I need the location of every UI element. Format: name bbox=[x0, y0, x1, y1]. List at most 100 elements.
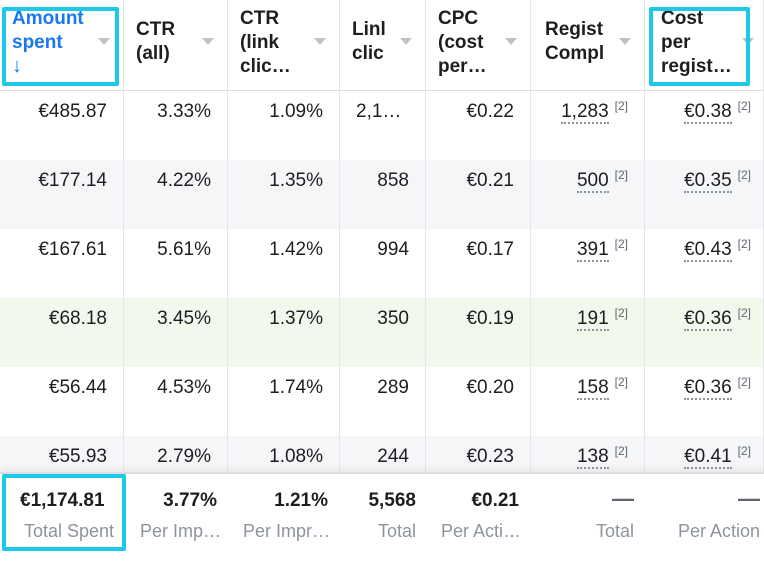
total-cpc-label: Per Acti… bbox=[441, 521, 522, 541]
link-clicks-cell: 2,1… bbox=[356, 101, 402, 122]
total-registrations-label: Total bbox=[595, 521, 634, 541]
table-header bbox=[0, 0, 764, 91]
column-header-amount-spent[interactable]: Amount spent ↓ bbox=[0, 0, 124, 91]
amount-cell: €68.18 bbox=[48, 308, 107, 329]
amount-cell: €167.61 bbox=[38, 239, 107, 260]
registrations-cell[interactable]: 391 [2] bbox=[576, 237, 628, 262]
column-header-link-clicks[interactable]: Linl clic bbox=[340, 0, 426, 91]
registrations-value[interactable]: 138 bbox=[576, 446, 609, 469]
footnote-marker: [2] bbox=[737, 444, 751, 458]
amount-cell: €56.44 bbox=[48, 377, 107, 398]
column-cpc: CPC (cost per… €0.22 €0.21 €0.17 €0.19 €… bbox=[426, 0, 531, 565]
total-link-clicks-value: 5,568 bbox=[368, 490, 416, 511]
total-registrations-value: — bbox=[612, 486, 634, 511]
column-header-cpc[interactable]: CPC (cost per… bbox=[426, 0, 531, 91]
column-link-clicks: Linl clic 2,1… 858 994 350 289 244 bbox=[340, 0, 426, 565]
ctr-all-cell: 3.33% bbox=[157, 101, 211, 122]
total-amount-value: €1,174.81 bbox=[20, 490, 105, 511]
ctr-link-cell: 1.08% bbox=[269, 446, 323, 467]
registrations-value[interactable]: 158 bbox=[576, 377, 609, 400]
link-clicks-cell: 350 bbox=[377, 308, 409, 329]
header-label: CTR (link clic… bbox=[240, 8, 291, 77]
ctr-link-cell: 1.74% bbox=[269, 377, 323, 398]
cost-per-reg-value[interactable]: €0.35 bbox=[684, 170, 732, 193]
cost-per-reg-value[interactable]: €0.38 bbox=[684, 101, 732, 124]
cost-per-reg-value[interactable]: €0.36 bbox=[684, 308, 732, 331]
table-row-bg bbox=[0, 298, 764, 367]
cpc-cell: €0.23 bbox=[466, 446, 514, 467]
registrations-value[interactable]: 191 bbox=[576, 308, 609, 331]
amount-cell: €55.93 bbox=[48, 446, 107, 467]
header-label: Amount spent bbox=[12, 8, 84, 53]
registrations-cell[interactable]: 158 [2] bbox=[576, 375, 628, 400]
total-ctr-link-value: 1.21% bbox=[274, 490, 328, 511]
total-cpc-value: €0.21 bbox=[471, 490, 519, 511]
cpc-cell: €0.22 bbox=[466, 101, 514, 122]
chevron-down-icon[interactable] bbox=[400, 38, 412, 45]
cost-per-reg-cell[interactable]: €0.36 [2] bbox=[684, 375, 751, 400]
chevron-down-icon[interactable] bbox=[314, 38, 326, 45]
cost-per-reg-cell[interactable]: €0.41 [2] bbox=[684, 444, 751, 469]
footnote-marker: [2] bbox=[614, 306, 628, 320]
chevron-down-icon[interactable] bbox=[742, 38, 754, 45]
header-label: CPC (cost per… bbox=[438, 8, 487, 77]
column-header-registrations[interactable]: Regist Compl bbox=[531, 0, 645, 91]
column-header-ctr-all[interactable]: CTR (all) bbox=[124, 0, 228, 91]
footnote-marker: [2] bbox=[737, 237, 751, 251]
total-ctr-all-label: Per Imp… bbox=[140, 521, 222, 541]
totals-row: €1,174.81 Total Spent 3.77% Per Imp… 1.2… bbox=[0, 472, 764, 565]
registrations-value[interactable]: 1,283 bbox=[561, 101, 609, 124]
link-clicks-cell: 858 bbox=[377, 170, 409, 191]
chevron-down-icon[interactable] bbox=[98, 38, 110, 45]
ctr-link-cell: 1.09% bbox=[269, 101, 323, 122]
registrations-value[interactable]: 500 bbox=[576, 170, 609, 193]
chevron-down-icon[interactable] bbox=[505, 38, 517, 45]
cost-per-reg-cell[interactable]: €0.43 [2] bbox=[684, 237, 751, 262]
link-clicks-cell: 289 bbox=[377, 377, 409, 398]
cost-per-reg-value[interactable]: €0.43 bbox=[684, 239, 732, 262]
column-cost-per-registration: Cost per regist… €0.38 [2] €0.35 [2] €0.43… bbox=[645, 0, 764, 565]
amount-cell: €485.87 bbox=[38, 101, 107, 122]
ctr-all-cell: 5.61% bbox=[157, 239, 211, 260]
cost-per-reg-cell[interactable]: €0.38 [2] bbox=[684, 99, 751, 124]
cost-per-reg-value[interactable]: €0.41 bbox=[684, 446, 732, 469]
total-cost-per-reg-label: Per Action bbox=[677, 521, 760, 541]
registrations-cell[interactable]: 500 [2] bbox=[576, 168, 628, 193]
cost-per-reg-value[interactable]: €0.36 bbox=[684, 377, 732, 400]
column-amount-spent: Amount spent ↓ €485.87 €177.14 €167.61 €… bbox=[0, 0, 124, 565]
total-ctr-link-label: Per Impr… bbox=[243, 521, 331, 541]
footnote-marker: [2] bbox=[614, 444, 628, 458]
total-ctr-all-value: 3.77% bbox=[163, 490, 217, 511]
footnote-marker: [2] bbox=[614, 237, 628, 251]
cpc-cell: €0.19 bbox=[466, 308, 514, 329]
column-ctr-all: CTR (all) 3.33% 4.22% 5.61% 3.45% 4.53% … bbox=[124, 0, 228, 565]
registrations-cell[interactable]: 1,283 [2] bbox=[561, 99, 628, 124]
column-header-cost-per-registration[interactable]: Cost per regist… bbox=[645, 0, 764, 91]
column-header-ctr-link[interactable]: CTR (link clic… bbox=[228, 0, 340, 91]
footnote-marker: [2] bbox=[614, 168, 628, 182]
total-amount-label: Total Spent bbox=[24, 521, 115, 541]
ctr-all-cell: 3.45% bbox=[157, 308, 211, 329]
cost-per-reg-cell[interactable]: €0.35 [2] bbox=[684, 168, 751, 193]
total-cost-per-reg-value: — bbox=[738, 486, 760, 511]
ctr-link-cell: 1.35% bbox=[269, 170, 323, 191]
ctr-all-cell: 4.53% bbox=[157, 377, 211, 398]
ctr-all-cell: 2.79% bbox=[157, 446, 211, 467]
cpc-cell: €0.20 bbox=[466, 377, 514, 398]
registrations-cell[interactable]: 191 [2] bbox=[576, 306, 628, 331]
footnote-marker: [2] bbox=[737, 375, 751, 389]
footnote-marker: [2] bbox=[737, 168, 751, 182]
ctr-all-cell: 4.22% bbox=[157, 170, 211, 191]
chevron-down-icon[interactable] bbox=[619, 38, 631, 45]
chevron-down-icon[interactable] bbox=[202, 38, 214, 45]
column-registrations: Regist Compl 1,283 [2] 500 [2] 391 [2] 191 [… bbox=[531, 0, 645, 565]
footnote-marker: [2] bbox=[614, 99, 628, 113]
ctr-link-cell: 1.37% bbox=[269, 308, 323, 329]
cost-per-reg-cell[interactable]: €0.36 [2] bbox=[684, 306, 751, 331]
registrations-cell[interactable]: 138 [2] bbox=[576, 444, 628, 469]
column-ctr-link: CTR (link clic… 1.09% 1.35% 1.42% 1.37% … bbox=[228, 0, 340, 565]
cpc-cell: €0.21 bbox=[466, 170, 514, 191]
header-label: Linl clic bbox=[352, 19, 386, 64]
registrations-value[interactable]: 391 bbox=[576, 239, 609, 262]
